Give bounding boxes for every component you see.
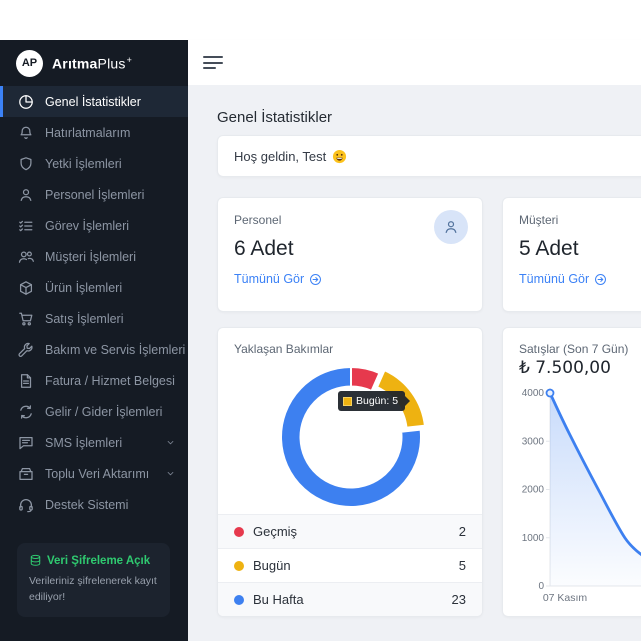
- encryption-title: Veri Şifreleme Açık: [47, 554, 151, 567]
- smiley-emoji-icon: [332, 149, 347, 164]
- stat-card-personel: Personel 6 Adet Tümünü Gör: [217, 197, 483, 312]
- arrow-right-circle-icon: [309, 273, 322, 286]
- bell-icon: [18, 125, 34, 141]
- stat-label: Personel: [234, 213, 282, 227]
- sidebar: AP ArıtmaPlus+ Genel İstatistikler Hatır…: [0, 40, 188, 641]
- wrench-icon: [18, 342, 34, 358]
- legend-color-dot: [234, 526, 244, 537]
- sales-line-chart[interactable]: 0 1000 2000 3000 4000 07 Kasım: [503, 328, 641, 617]
- tooltip-color-key: [343, 396, 352, 406]
- person-icon: [18, 187, 34, 203]
- sidebar-item--r-n-i-lemleri[interactable]: Ürün İşlemleri: [0, 272, 188, 303]
- sidebar-item-hat-rlatmalar-m[interactable]: Hatırlatmalarım: [0, 117, 188, 148]
- encryption-notice: Veri Şifreleme Açık Verileriniz şifrelen…: [17, 543, 170, 617]
- sidebar-nav: Genel İstatistikler Hatırlatmalarım Yetk…: [0, 86, 188, 520]
- legend-row: Geçmiş 2: [218, 514, 482, 548]
- sidebar-item-sat-i-lemleri[interactable]: Satış İşlemleri: [0, 303, 188, 334]
- chat-icon: [18, 435, 34, 451]
- archive-icon: [18, 466, 34, 482]
- people-icon: [18, 249, 34, 265]
- legend-row: Bugün 5: [218, 548, 482, 582]
- encryption-title-row: Veri Şifreleme Açık: [29, 554, 158, 567]
- personel-badge: [434, 210, 468, 244]
- svg-text:1000: 1000: [522, 533, 545, 544]
- pie-chart-icon: [18, 94, 34, 110]
- maintenance-legend: Geçmiş 2 Bugün 5 Bu Hafta 23: [218, 514, 482, 616]
- menu-toggle-button[interactable]: [203, 56, 225, 73]
- box-icon: [18, 280, 34, 296]
- stat-value: 6 Adet: [234, 237, 294, 260]
- arrow-right-circle-icon: [594, 273, 607, 286]
- welcome-banner: Hoş geldin, Test: [217, 135, 641, 177]
- brand-name: ArıtmaPlus+: [52, 54, 133, 72]
- brand-initials: AP: [21, 57, 38, 69]
- checklist-icon: [18, 218, 34, 234]
- sidebar-item-m-teri-i-lemleri[interactable]: Müşteri İşlemleri: [0, 241, 188, 272]
- sales-chart-title: Satışlar (Son 7 Gün): [519, 342, 629, 356]
- maintenance-donut-chart[interactable]: [218, 356, 483, 526]
- stat-card-musteri: Müşteri 5 Adet Tümünü Gör: [502, 197, 641, 312]
- brand-logo[interactable]: AP ArıtmaPlus+: [0, 40, 188, 86]
- chevron-down-icon: [165, 437, 176, 448]
- svg-text:07 Kasım: 07 Kasım: [543, 592, 588, 604]
- brand-icon: AP: [16, 49, 43, 77]
- sidebar-item-fatura-hizmet-belgesi[interactable]: Fatura / Hizmet Belgesi: [0, 365, 188, 396]
- sidebar-item-sms-i-lemleri[interactable]: SMS İşlemleri: [0, 427, 188, 458]
- svg-text:3000: 3000: [522, 436, 545, 447]
- sales-chart-card: 0 1000 2000 3000 4000 07 Kasım Satışlar (Son …: [502, 327, 641, 617]
- chart-tooltip: Bugün: 5: [338, 391, 411, 411]
- sidebar-item-g-rev-i-lemleri[interactable]: Görev İşlemleri: [0, 210, 188, 241]
- svg-text:4000: 4000: [522, 388, 545, 399]
- stat-label: Müşteri: [519, 213, 559, 227]
- welcome-text: Hoş geldin, Test: [234, 148, 327, 164]
- sidebar-item-toplu-veri-aktar-m-[interactable]: Toplu Veri Aktarımı: [0, 458, 188, 489]
- sidebar-item-personel-i-lemleri[interactable]: Personel İşlemleri: [0, 179, 188, 210]
- legend-color-dot: [234, 560, 244, 571]
- page-title: Genel İstatistikler: [217, 109, 333, 126]
- cart-icon: [18, 311, 34, 327]
- encryption-body: Verileriniz şifrelenerek kayıt ediliyor!: [29, 575, 157, 604]
- sidebar-item-gelir-gider-i-lemleri[interactable]: Gelir / Gider İşlemleri: [0, 396, 188, 427]
- person-icon: [443, 219, 459, 235]
- view-all-link-musteri[interactable]: Tümünü Gör: [519, 272, 607, 286]
- database-icon: [29, 554, 42, 567]
- exchange-icon: [18, 404, 34, 420]
- sidebar-item-destek-sistemi[interactable]: Destek Sistemi: [0, 489, 188, 520]
- main-content: Genel İstatistikler Hoş geldin, Test Per…: [188, 85, 641, 641]
- headset-icon: [18, 497, 34, 513]
- view-all-link-personel[interactable]: Tümünü Gör: [234, 272, 322, 286]
- maintenance-chart-card: Yaklaşan Bakımlar Bugün: 5 Geçmiş 2 Bugü…: [217, 327, 483, 617]
- topbar: [188, 40, 641, 85]
- sales-total: ₺ 7.500,00: [519, 358, 611, 378]
- maintenance-chart-title: Yaklaşan Bakımlar: [234, 342, 334, 356]
- shield-icon: [18, 156, 34, 172]
- tooltip-text: Bugün: 5: [356, 395, 399, 407]
- legend-color-dot: [234, 594, 244, 605]
- sidebar-item-yetki-i-lemleri[interactable]: Yetki İşlemleri: [0, 148, 188, 179]
- sidebar-item-genel-i-statistikler[interactable]: Genel İstatistikler: [0, 86, 188, 117]
- svg-text:0: 0: [538, 581, 544, 592]
- stat-value: 5 Adet: [519, 237, 579, 260]
- svg-text:2000: 2000: [522, 485, 545, 496]
- chevron-down-icon: [165, 468, 176, 479]
- legend-row: Bu Hafta 23: [218, 582, 482, 616]
- file-text-icon: [18, 373, 34, 389]
- sidebar-item-bak-m-ve-servis-i-lemleri[interactable]: Bakım ve Servis İşlemleri: [0, 334, 188, 365]
